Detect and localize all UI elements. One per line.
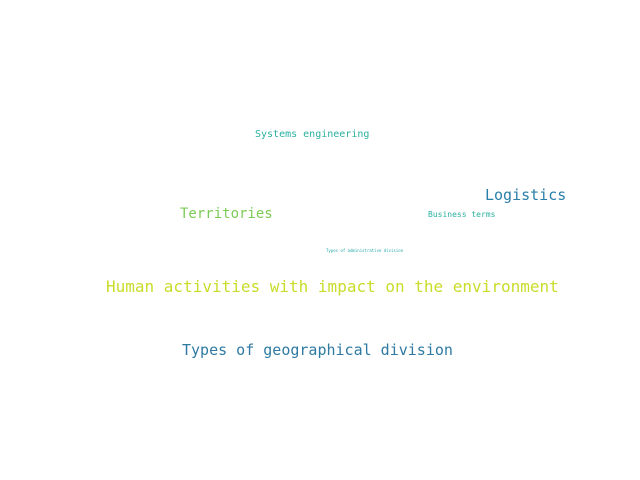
word-logistics: Logistics [485, 186, 567, 204]
word-territories: Territories [180, 206, 273, 222]
word-types-of-geographical-division: Types of geographical division [182, 341, 453, 359]
word-types-of-administrative-division: Types of administrative division [326, 248, 404, 253]
word-systems-engineering: Systems engineering [255, 129, 370, 140]
word-human-activities: Human activities with impact on the envi… [106, 277, 559, 296]
word-business-terms: Business terms [428, 210, 496, 219]
